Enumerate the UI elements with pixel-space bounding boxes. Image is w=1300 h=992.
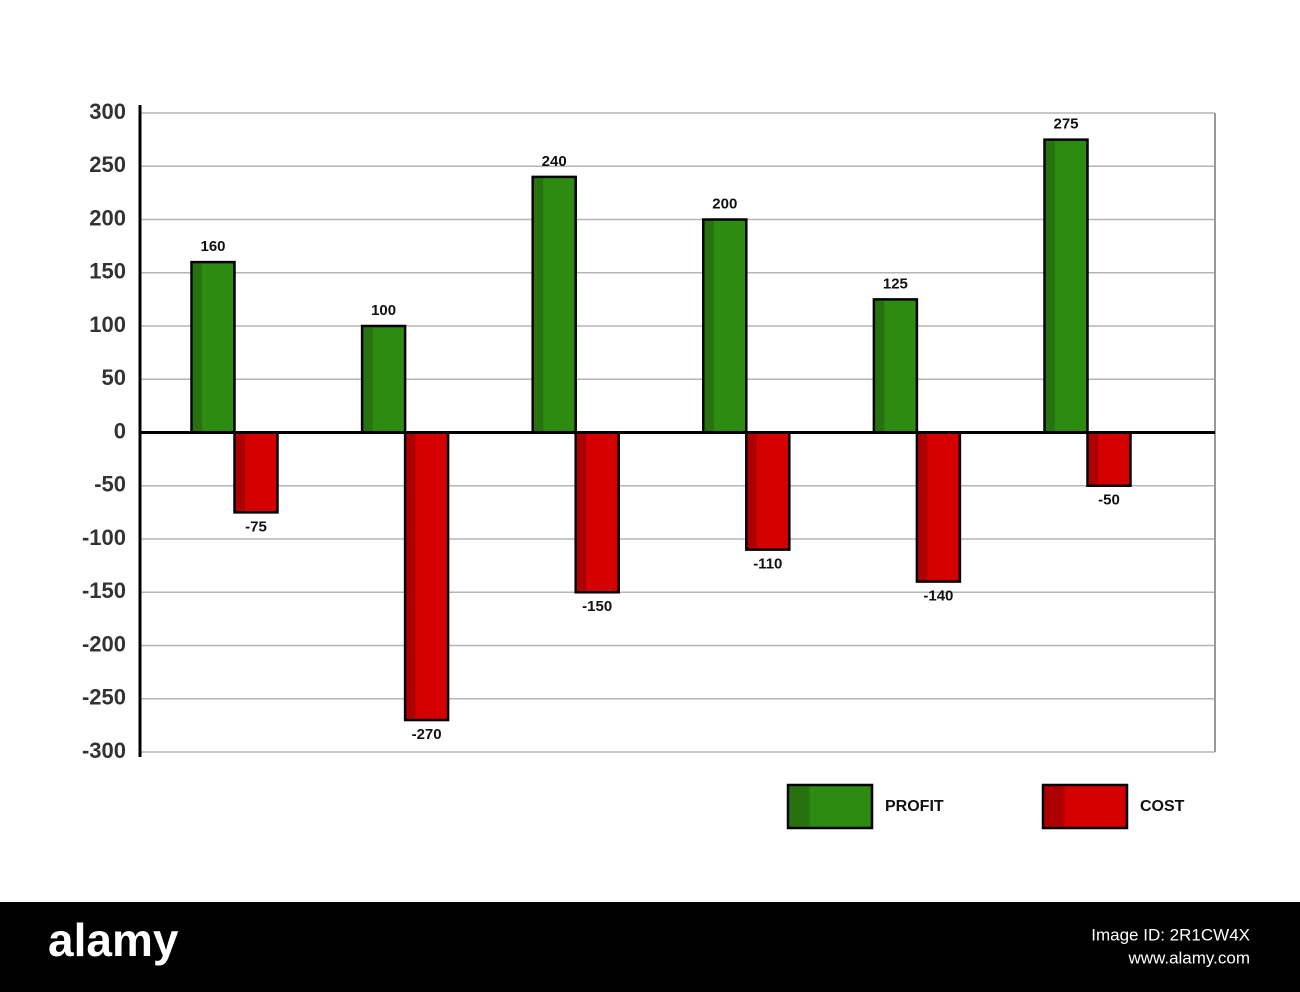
data-label: -50 bbox=[1098, 492, 1120, 509]
y-tick-label: 50 bbox=[102, 365, 126, 390]
bar-shade bbox=[577, 434, 587, 591]
bar-shade bbox=[1046, 141, 1055, 431]
y-tick-label: -100 bbox=[82, 525, 126, 550]
watermark-url: www.alamy.com bbox=[1127, 948, 1250, 967]
bar-shade bbox=[918, 434, 928, 581]
data-label: -150 bbox=[582, 598, 612, 615]
data-label: 240 bbox=[542, 153, 567, 170]
bar bbox=[1086, 431, 1132, 487]
legend-swatch-shade bbox=[789, 786, 810, 827]
legend-swatch-shade bbox=[1044, 786, 1065, 827]
data-label: -75 bbox=[245, 518, 267, 535]
bar-shade bbox=[1089, 434, 1098, 485]
y-tick-label: 0 bbox=[114, 418, 126, 443]
bar bbox=[872, 298, 919, 434]
bar bbox=[233, 431, 279, 514]
data-label: 160 bbox=[200, 238, 225, 255]
watermark-id: Image ID: 2R1CW4X bbox=[1091, 925, 1250, 944]
y-tick-label: 300 bbox=[89, 99, 126, 124]
data-label: -110 bbox=[753, 556, 782, 573]
y-tick-label: 200 bbox=[89, 205, 126, 230]
y-tick-label: -300 bbox=[82, 738, 126, 763]
y-tick-label: 150 bbox=[89, 259, 126, 284]
bar bbox=[531, 175, 577, 434]
y-tick-label: -150 bbox=[82, 578, 126, 603]
bar-shade bbox=[704, 221, 714, 431]
data-label: 275 bbox=[1053, 116, 1078, 133]
bar bbox=[1043, 138, 1089, 434]
data-label: 200 bbox=[712, 195, 737, 212]
y-tick-label: -200 bbox=[82, 631, 126, 656]
bar-shade bbox=[363, 327, 373, 431]
data-label: -140 bbox=[923, 588, 953, 605]
bar-shade bbox=[193, 263, 202, 431]
legend-label: COST bbox=[1140, 798, 1185, 815]
legend-swatch bbox=[786, 783, 874, 830]
bar bbox=[190, 260, 236, 434]
y-tick-label: 100 bbox=[89, 312, 126, 337]
y-tick-label: -250 bbox=[82, 685, 126, 710]
bar bbox=[574, 431, 620, 594]
data-label: -270 bbox=[412, 726, 442, 743]
y-tick-label: 250 bbox=[89, 152, 126, 177]
y-tick-label: -50 bbox=[94, 472, 126, 497]
legend-label: PROFIT bbox=[885, 798, 944, 815]
bar-shade bbox=[534, 178, 544, 431]
data-label: 125 bbox=[883, 275, 908, 292]
bar-shade bbox=[747, 434, 757, 549]
bar bbox=[915, 431, 962, 583]
bar-shade bbox=[236, 434, 245, 511]
bar bbox=[702, 218, 748, 434]
legend-swatch bbox=[1041, 783, 1129, 830]
bar-shade bbox=[875, 300, 885, 431]
watermark-brand: alamy bbox=[48, 914, 179, 966]
watermark-banner bbox=[0, 902, 1300, 992]
bar bbox=[360, 324, 407, 434]
bar-shade bbox=[406, 434, 416, 719]
bar bbox=[745, 431, 791, 551]
data-label: 100 bbox=[371, 302, 396, 319]
